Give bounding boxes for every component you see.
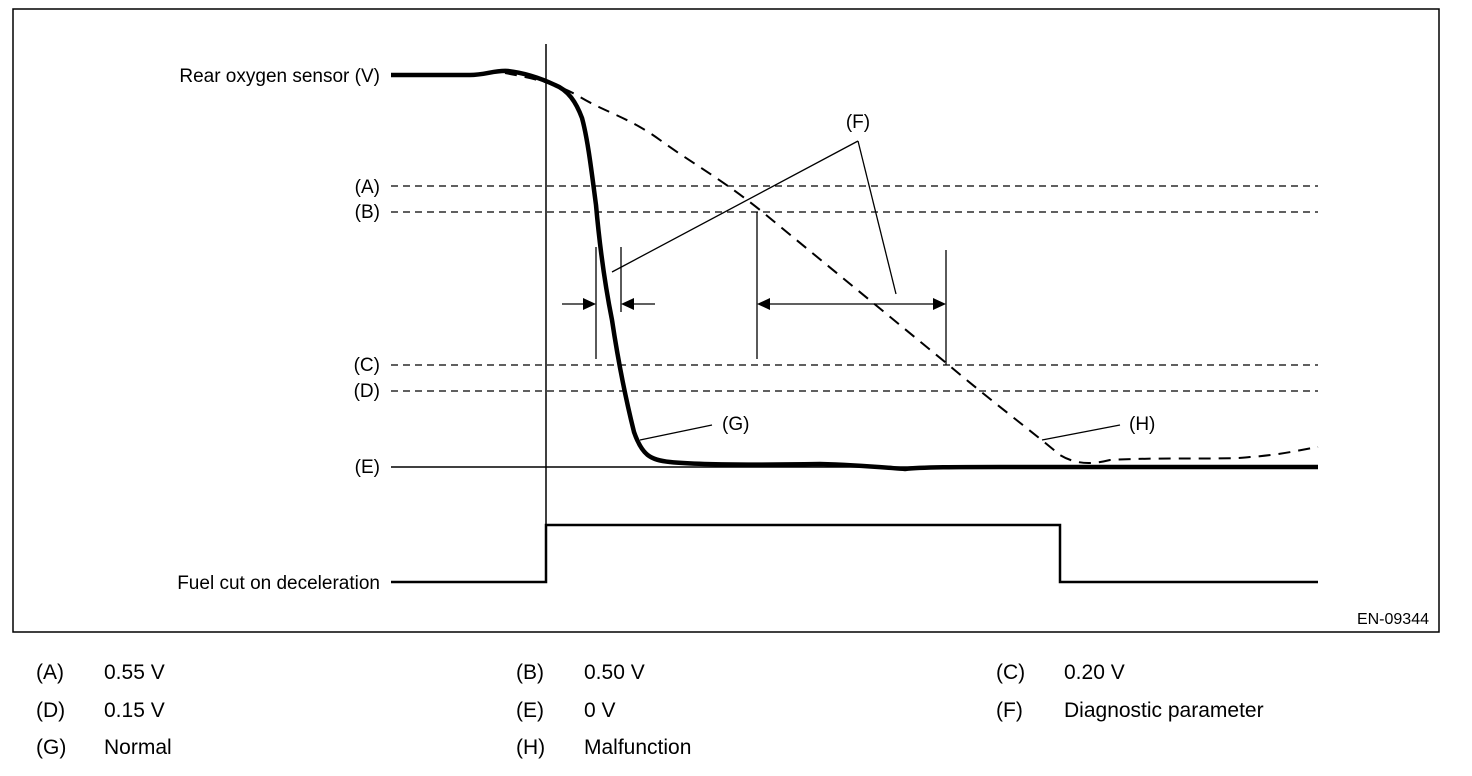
legend-value: 0.15 V [104, 699, 165, 722]
callout-f-leader-normal [611, 140, 859, 273]
level-label-a: (A) [355, 177, 380, 198]
figure-id: EN-09344 [1357, 611, 1429, 628]
level-label-c: (C) [354, 355, 380, 376]
legend-key: (A) [36, 661, 64, 684]
normal-measure-right-arrowhead [621, 298, 634, 310]
legend-key: (H) [516, 736, 546, 759]
legend-key: (E) [516, 699, 544, 722]
normal-sensor-curve [391, 68, 1318, 472]
level-label-b: (B) [355, 202, 380, 223]
legend-value: Malfunction [584, 736, 692, 759]
legend-key: (D) [36, 699, 66, 722]
callout-h-leader [1041, 424, 1121, 441]
legend-value: Diagnostic parameter [1064, 699, 1264, 722]
fuel-cut-label: Fuel cut on deceleration [177, 573, 380, 594]
legend-value: 0.20 V [1064, 661, 1125, 684]
callout-g-leader [639, 424, 713, 441]
callout-label-g: (G) [722, 414, 749, 435]
rear-oxygen-sensor-label: Rear oxygen sensor (V) [179, 66, 380, 87]
legend-key: (B) [516, 661, 544, 684]
legend-value: 0.50 V [584, 661, 645, 684]
malfunction-measure-right-arrowhead [933, 298, 946, 310]
legend-key: (C) [996, 661, 1026, 684]
legend-key: (F) [996, 699, 1023, 722]
callout-f-leader-malfunction [857, 140, 897, 295]
fuel-cut-signal [391, 523, 1318, 584]
level-label-d: (D) [354, 381, 380, 402]
malfunction-measure-left-arrowhead [757, 298, 770, 310]
legend-key: (G) [36, 736, 67, 759]
malfunction-sensor-curve [504, 72, 1319, 464]
level-label-e: (E) [355, 457, 380, 478]
diagram-frame [12, 8, 1440, 633]
callout-label-h: (H) [1129, 414, 1155, 435]
legend-value: Normal [104, 736, 172, 759]
legend-value: 0 V [584, 699, 616, 722]
legend-value: 0.55 V [104, 661, 165, 684]
callout-label-f: (F) [846, 112, 870, 133]
normal-measure-left-arrowhead [583, 298, 596, 310]
